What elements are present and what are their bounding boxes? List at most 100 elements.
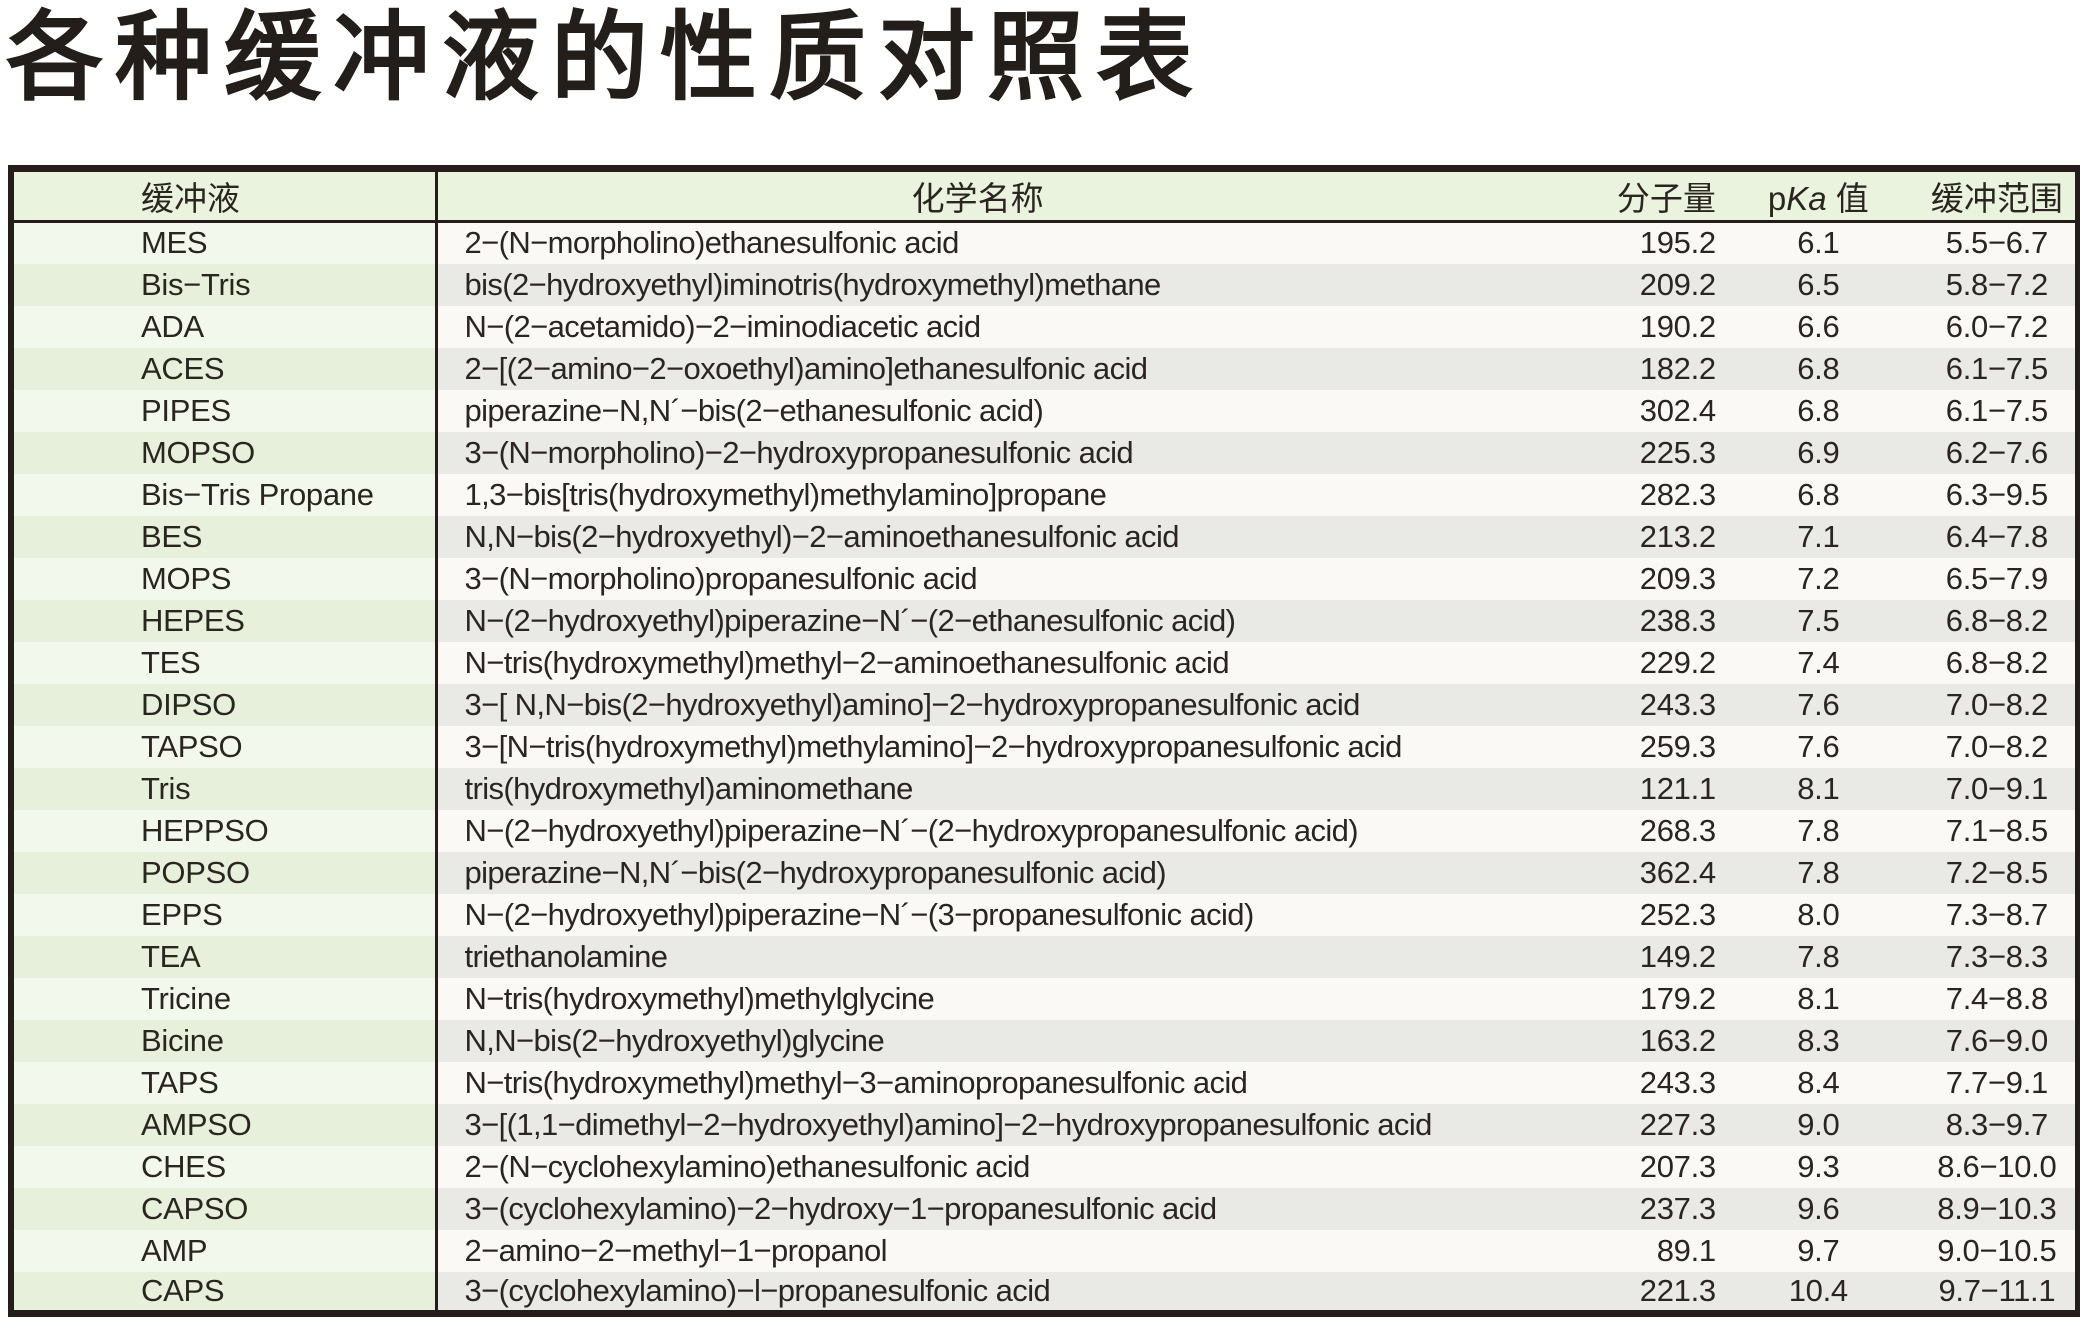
col-header-chemical-name: 化学名称 <box>436 168 1517 224</box>
pka-value-cell: 10.4 <box>1717 1271 1919 1314</box>
buffer-range-cell: 7.1−8.5 <box>1918 809 2078 852</box>
chemical-name-cell: 3−(cyclohexylamino)−2−hydroxy−1−propanes… <box>436 1187 1517 1230</box>
table-row: TAPSO 3−[N−tris(hydroxymethyl)methylamin… <box>11 725 2078 768</box>
molecular-weight-cell: 89.1 <box>1516 1229 1718 1272</box>
table-row: Bicine N,N−bis(2−hydroxyethyl)glycine 16… <box>11 1019 2078 1062</box>
pka-value-cell: 8.3 <box>1717 1019 1919 1062</box>
molecular-weight-cell: 190.2 <box>1516 305 1718 348</box>
buffer-range-cell: 6.2−7.6 <box>1918 431 2078 474</box>
buffer-name-cell: Bis−Tris <box>11 263 439 306</box>
table-row: CAPSO 3−(cyclohexylamino)−2−hydroxy−1−pr… <box>11 1187 2078 1230</box>
pka-value-cell: 6.5 <box>1717 263 1919 306</box>
chemical-name-cell: 3−[N−tris(hydroxymethyl)methylamino]−2−h… <box>436 725 1517 768</box>
buffer-name-cell: Tris <box>11 767 439 810</box>
buffer-name-cell: CAPSO <box>11 1187 439 1230</box>
molecular-weight-cell: 163.2 <box>1516 1019 1718 1062</box>
molecular-weight-cell: 227.3 <box>1516 1103 1718 1146</box>
chemical-name-cell: N−tris(hydroxymethyl)methyl−3−aminopropa… <box>436 1061 1517 1104</box>
pka-value-cell: 7.8 <box>1717 935 1919 978</box>
pka-value-cell: 8.4 <box>1717 1061 1919 1104</box>
buffer-name-cell: Tricine <box>11 977 439 1020</box>
chemical-name-cell: 2−(N−cyclohexylamino)ethanesulfonic acid <box>436 1145 1517 1188</box>
molecular-weight-cell: 243.3 <box>1516 683 1718 726</box>
pka-p: p <box>1767 180 1787 218</box>
col-header-buffer-range: 缓冲范围 <box>1918 168 2078 224</box>
table-row: TAPS N−tris(hydroxymethyl)methyl−3−amino… <box>11 1061 2078 1104</box>
pka-value-cell: 9.0 <box>1717 1103 1919 1146</box>
molecular-weight-cell: 149.2 <box>1516 935 1718 978</box>
pka-zhi: 值 <box>1826 180 1869 218</box>
buffer-name-cell: Bis−Tris Propane <box>11 473 439 516</box>
pka-value-cell: 8.1 <box>1717 977 1919 1020</box>
buffer-name-cell: HEPPSO <box>11 809 439 852</box>
buffer-name-cell: Bicine <box>11 1019 439 1062</box>
buffer-range-cell: 7.2−8.5 <box>1918 851 2078 894</box>
chemical-name-cell: 3−(cyclohexylamino)−l−propanesulfonic ac… <box>436 1271 1517 1314</box>
pka-value-cell: 6.1 <box>1717 221 1919 264</box>
buffer-properties-table: 缓冲液 化学名称 分子量 pKa 值 缓冲范围 MES 2−(N−morphol… <box>8 165 2080 1318</box>
molecular-weight-cell: 209.3 <box>1516 557 1718 600</box>
buffer-range-cell: 7.7−9.1 <box>1918 1061 2078 1104</box>
chemical-name-cell: 3−[(1,1−dimethyl−2−hydroxyethyl)amino]−2… <box>436 1103 1517 1146</box>
molecular-weight-cell: 362.4 <box>1516 851 1718 894</box>
table-body: MES 2−(N−morpholino)ethanesulfonic acid … <box>11 221 2078 1314</box>
pka-value-cell: 7.2 <box>1717 557 1919 600</box>
page-title: 各种缓冲液的性质对照表 <box>6 3 1205 112</box>
buffer-range-cell: 7.0−8.2 <box>1918 725 2078 768</box>
molecular-weight-cell: 237.3 <box>1516 1187 1718 1230</box>
pka-value-cell: 6.8 <box>1717 347 1919 390</box>
molecular-weight-cell: 229.2 <box>1516 641 1718 684</box>
buffer-name-cell: TAPSO <box>11 725 439 768</box>
buffer-name-cell: POPSO <box>11 851 439 894</box>
buffer-name-cell: CHES <box>11 1145 439 1188</box>
buffer-name-cell: DIPSO <box>11 683 439 726</box>
buffer-name-cell: ADA <box>11 305 439 348</box>
chemical-name-cell: N−(2−acetamido)−2−iminodiacetic acid <box>436 305 1517 348</box>
molecular-weight-cell: 121.1 <box>1516 767 1718 810</box>
header-row: 缓冲液 化学名称 分子量 pKa 值 缓冲范围 <box>11 168 2078 224</box>
buffer-range-cell: 7.3−8.7 <box>1918 893 2078 936</box>
buffer-name-cell: HEPES <box>11 599 439 642</box>
table-row: TEA triethanolamine 149.2 7.8 7.3−8.3 <box>11 935 2078 978</box>
buffer-range-cell: 6.3−9.5 <box>1918 473 2078 516</box>
buffer-range-cell: 8.9−10.3 <box>1918 1187 2078 1230</box>
table-row: AMP 2−amino−2−methyl−1−propanol 89.1 9.7… <box>11 1229 2078 1272</box>
buffer-name-cell: TES <box>11 641 439 684</box>
chemical-name-cell: 3−[ N,N−bis(2−hydroxyethyl)amino]−2−hydr… <box>436 683 1517 726</box>
molecular-weight-cell: 213.2 <box>1516 515 1718 558</box>
col-header-molecular-weight: 分子量 <box>1516 168 1718 224</box>
chemical-name-cell: 3−(N−morpholino)propanesulfonic acid <box>436 557 1517 600</box>
pka-value-cell: 7.6 <box>1717 725 1919 768</box>
buffer-range-cell: 8.6−10.0 <box>1918 1145 2078 1188</box>
molecular-weight-cell: 182.2 <box>1516 347 1718 390</box>
molecular-weight-cell: 268.3 <box>1516 809 1718 852</box>
molecular-weight-cell: 225.3 <box>1516 431 1718 474</box>
pka-value-cell: 6.8 <box>1717 389 1919 432</box>
chemical-name-cell: piperazine−N,N´−bis(2−ethanesulfonic aci… <box>436 389 1517 432</box>
molecular-weight-cell: 243.3 <box>1516 1061 1718 1104</box>
pka-value-cell: 6.9 <box>1717 431 1919 474</box>
table-row: CHES 2−(N−cyclohexylamino)ethanesulfonic… <box>11 1145 2078 1188</box>
table-row: Tris tris(hydroxymethyl)aminomethane 121… <box>11 767 2078 810</box>
buffer-name-cell: TEA <box>11 935 439 978</box>
buffer-name-cell: BES <box>11 515 439 558</box>
pka-value-cell: 9.7 <box>1717 1229 1919 1272</box>
buffer-range-cell: 5.8−7.2 <box>1918 263 2078 306</box>
buffer-name-cell: MOPSO <box>11 431 439 474</box>
buffer-range-cell: 9.0−10.5 <box>1918 1229 2078 1272</box>
table-row: BES N,N−bis(2−hydroxyethyl)−2−aminoethan… <box>11 515 2078 558</box>
buffer-range-cell: 6.1−7.5 <box>1918 389 2078 432</box>
buffer-range-cell: 7.0−9.1 <box>1918 767 2078 810</box>
pka-value-cell: 7.1 <box>1717 515 1919 558</box>
buffer-range-cell: 6.4−7.8 <box>1918 515 2078 558</box>
chemical-name-cell: N−(2−hydroxyethyl)piperazine−N´−(3−propa… <box>436 893 1517 936</box>
pka-value-cell: 7.8 <box>1717 809 1919 852</box>
buffer-range-cell: 7.3−8.3 <box>1918 935 2078 978</box>
chemical-name-cell: N−tris(hydroxymethyl)methylglycine <box>436 977 1517 1020</box>
table-row: PIPES piperazine−N,N´−bis(2−ethanesulfon… <box>11 389 2078 432</box>
chemical-name-cell: N−(2−hydroxyethyl)piperazine−N´−(2−hydro… <box>436 809 1517 852</box>
molecular-weight-cell: 252.3 <box>1516 893 1718 936</box>
pka-value-cell: 8.1 <box>1717 767 1919 810</box>
buffer-name-cell: EPPS <box>11 893 439 936</box>
chemical-name-cell: N−(2−hydroxyethyl)piperazine−N´−(2−ethan… <box>436 599 1517 642</box>
